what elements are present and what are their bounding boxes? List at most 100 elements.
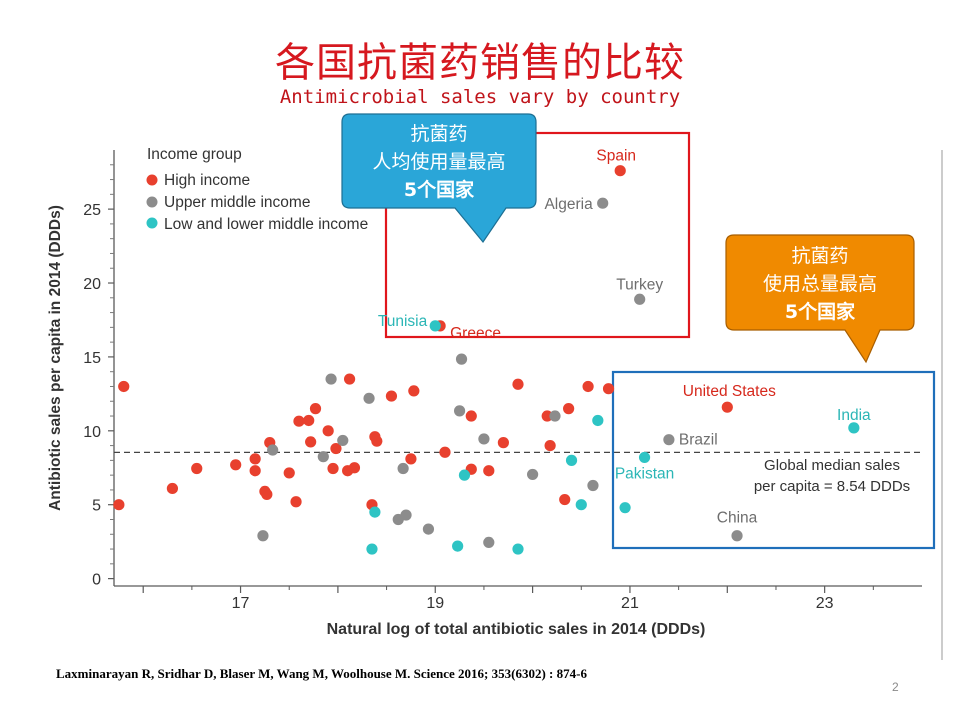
data-point	[290, 496, 302, 508]
data-point	[619, 502, 631, 514]
data-point	[322, 425, 334, 437]
data-point	[602, 383, 615, 395]
x-axis-label: Natural log of total antibiotic sales in…	[327, 621, 706, 638]
point-label-spain: Spain	[596, 148, 636, 165]
per-capita-callout-bubble	[341, 113, 537, 244]
data-point	[455, 353, 468, 365]
total-callout-line2: 使用总量最高	[762, 273, 877, 295]
page-number: 2	[892, 680, 899, 694]
per-capita-callout-line2: 人均使用量最高	[372, 151, 506, 173]
y-tick-label: 0	[92, 572, 101, 589]
data-point-united-states	[721, 401, 733, 413]
data-point	[330, 442, 342, 455]
data-point	[261, 488, 273, 500]
total-callout-line1: 抗菌药	[791, 245, 849, 267]
data-point	[465, 410, 477, 422]
data-point-brazil	[663, 434, 675, 446]
per-capita-callout: 抗菌药 人均使用量最高 5个国家	[342, 120, 536, 204]
data-point	[541, 410, 553, 422]
legend-marker-low-income	[146, 217, 158, 229]
legend-marker-high-income	[146, 174, 158, 186]
data-point	[191, 462, 203, 475]
data-point	[305, 436, 317, 448]
data-point-china	[731, 530, 743, 542]
data-point	[483, 465, 495, 477]
data-point	[575, 499, 587, 511]
data-point	[544, 439, 556, 452]
data-point	[249, 453, 261, 465]
median-label-line2: per capita = 8.54 DDDs	[754, 478, 910, 495]
point-label-china: China	[717, 510, 758, 527]
data-point	[565, 454, 578, 466]
data-point	[397, 462, 409, 475]
data-point	[293, 415, 305, 427]
data-point-tunisia	[429, 320, 441, 332]
per-capita-callout-line3: 5个国家	[403, 179, 475, 201]
data-point	[385, 390, 398, 402]
data-point	[366, 543, 378, 555]
data-point	[582, 380, 594, 393]
point-label-turkey: Turkey	[616, 276, 663, 293]
y-ticks: 0 5 10 15 20 25	[83, 164, 114, 589]
data-point	[118, 380, 130, 393]
data-point	[587, 479, 599, 492]
data-point	[369, 506, 381, 518]
data-point	[458, 469, 471, 481]
data-point	[563, 403, 575, 415]
y-tick-label: 5	[92, 498, 101, 515]
total-callout-bubble	[725, 234, 915, 364]
data-point	[559, 493, 571, 506]
data-point-spain	[614, 165, 626, 177]
data-point	[478, 433, 490, 445]
data-point	[257, 530, 269, 542]
data-point	[422, 523, 435, 535]
data-point	[408, 385, 420, 397]
data-point-pakistan	[638, 451, 651, 464]
data-point	[400, 509, 412, 521]
x-tick-label: 19	[426, 595, 444, 612]
data-point	[317, 451, 329, 463]
point-label-pakistan: Pakistan	[615, 465, 674, 482]
data-point	[549, 410, 561, 422]
data-point	[439, 446, 451, 458]
data-point	[230, 459, 242, 471]
point-label-algeria: Algeria	[544, 196, 593, 213]
data-point	[592, 414, 604, 427]
legend-label-high-income: High income	[164, 172, 250, 189]
slide-subtitle: Antimicrobial sales vary by country	[279, 86, 681, 108]
data-point	[371, 435, 383, 447]
point-label-greece: Greece	[450, 325, 501, 342]
data-point	[303, 414, 315, 427]
y-tick-label: 20	[83, 276, 101, 293]
data-point	[325, 373, 337, 385]
y-axis-label: Antibiotic sales per capita in 2014 (DDD…	[47, 205, 64, 511]
data-point	[327, 462, 339, 475]
data-point	[512, 543, 524, 555]
legend-marker-upper-middle	[146, 196, 158, 208]
x-tick-label: 17	[232, 595, 250, 612]
data-point	[497, 437, 509, 449]
point-labels: Spain Greece United States Algeria Turkey Bra…	[378, 148, 871, 527]
x-tick-label: 23	[816, 595, 834, 612]
data-point	[249, 465, 261, 477]
total-callout: 抗菌药 使用总量最高 5个国家	[726, 242, 914, 326]
total-callout-line3: 5个国家	[784, 301, 856, 323]
data-point	[337, 434, 349, 447]
legend-title: Income group	[147, 146, 242, 163]
data-point	[113, 499, 125, 511]
data-point-turkey	[634, 293, 646, 305]
x-ticks: 17 19 21 23	[142, 586, 874, 612]
legend-label-low-income: Low and lower middle income	[164, 216, 368, 233]
legend-label-upper-middle: Upper middle income	[164, 194, 310, 211]
point-label-brazil: Brazil	[679, 432, 718, 449]
per-capita-highlight-box	[384, 131, 691, 339]
data-point	[348, 462, 361, 474]
total-sales-highlight-box	[611, 370, 936, 550]
data-point	[309, 403, 322, 415]
data-points	[113, 165, 860, 555]
slide-title: 各国抗菌药销售的比较	[275, 40, 685, 86]
data-point	[512, 378, 524, 390]
data-point	[483, 536, 495, 549]
data-point	[267, 444, 279, 456]
